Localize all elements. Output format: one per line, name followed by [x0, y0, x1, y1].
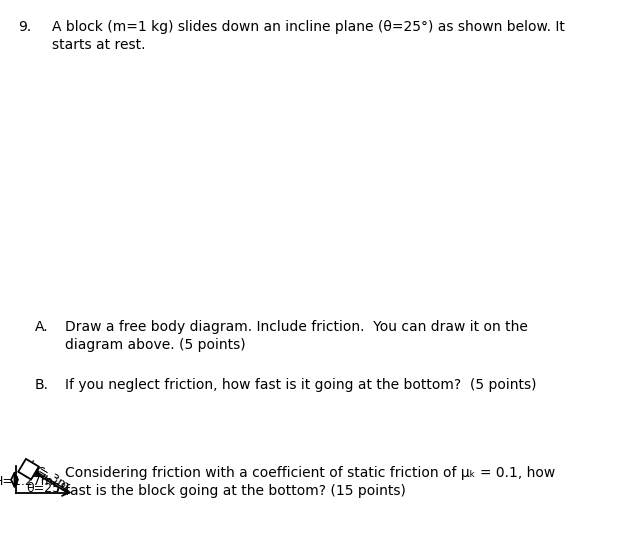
Text: Draw a free body diagram. Include friction.  You can draw it on the
diagram abov: Draw a free body diagram. Include fricti… — [65, 320, 528, 352]
Text: Considering friction with a coefficient of static friction of μₖ = 0.1, how
fast: Considering friction with a coefficient … — [65, 466, 556, 498]
Text: H=1.27m: H=1.27m — [0, 475, 53, 488]
Text: 9.: 9. — [18, 20, 31, 34]
Text: L = 3m: L = 3m — [26, 458, 72, 493]
Text: C.: C. — [35, 466, 49, 480]
Text: θ=25°: θ=25° — [26, 482, 67, 494]
Text: A.: A. — [35, 320, 49, 334]
Text: A block (m=1 kg) slides down an incline plane (θ=25°) as shown below. It
starts : A block (m=1 kg) slides down an incline … — [52, 20, 565, 53]
Text: If you neglect friction, how fast is it going at the bottom?  (5 points): If you neglect friction, how fast is it … — [65, 378, 536, 392]
Polygon shape — [18, 459, 39, 480]
Text: B.: B. — [35, 378, 49, 392]
